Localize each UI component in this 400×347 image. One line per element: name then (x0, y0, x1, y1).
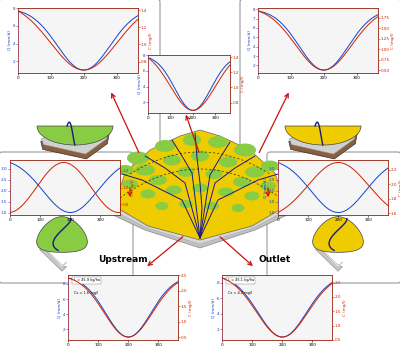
Text: Outlet: Outlet (259, 255, 291, 264)
Ellipse shape (140, 189, 156, 198)
Ellipse shape (191, 151, 209, 161)
Polygon shape (314, 232, 342, 268)
Ellipse shape (233, 177, 251, 187)
Ellipse shape (183, 134, 201, 146)
Polygon shape (41, 130, 109, 159)
Ellipse shape (245, 167, 265, 178)
Ellipse shape (232, 204, 244, 212)
Ellipse shape (244, 192, 260, 201)
Ellipse shape (192, 184, 208, 193)
Polygon shape (38, 232, 66, 268)
Ellipse shape (116, 165, 134, 175)
Y-axis label: C (mg/l): C (mg/l) (343, 299, 347, 316)
FancyBboxPatch shape (0, 0, 160, 170)
Polygon shape (289, 130, 357, 159)
Ellipse shape (135, 164, 155, 176)
Y-axis label: C (mg/l): C (mg/l) (149, 32, 153, 49)
Text: Upstream: Upstream (98, 255, 148, 264)
Y-axis label: C (mg/l): C (mg/l) (399, 179, 400, 196)
Polygon shape (114, 130, 286, 240)
Polygon shape (37, 217, 87, 252)
Ellipse shape (155, 140, 175, 152)
FancyBboxPatch shape (0, 152, 133, 283)
Polygon shape (290, 128, 356, 154)
Y-axis label: Q (mm/d): Q (mm/d) (57, 297, 61, 318)
Polygon shape (110, 193, 290, 248)
Polygon shape (313, 217, 363, 252)
Text: L = 45.9 kg/ha: L = 45.9 kg/ha (74, 278, 100, 282)
Polygon shape (285, 126, 361, 145)
Ellipse shape (166, 186, 182, 195)
Polygon shape (314, 234, 342, 271)
FancyBboxPatch shape (240, 0, 400, 170)
Ellipse shape (163, 154, 181, 166)
Y-axis label: Q (mm/d): Q (mm/d) (263, 178, 267, 197)
Y-axis label: Q (mm/d): Q (mm/d) (137, 74, 141, 94)
Y-axis label: Q (mm/d): Q (mm/d) (211, 297, 215, 318)
Polygon shape (42, 128, 108, 154)
Y-axis label: Q (mm/d): Q (mm/d) (7, 31, 11, 51)
Y-axis label: C (mg/l): C (mg/l) (131, 179, 135, 196)
Ellipse shape (156, 202, 168, 210)
Text: L = 45.1 kg/ha: L = 45.1 kg/ha (228, 278, 254, 282)
Y-axis label: C (mg/l): C (mg/l) (391, 32, 395, 49)
Polygon shape (38, 234, 66, 271)
Ellipse shape (219, 156, 237, 168)
Ellipse shape (208, 136, 228, 148)
Ellipse shape (260, 181, 276, 191)
Ellipse shape (205, 202, 219, 210)
Ellipse shape (127, 152, 149, 164)
Text: Cs = 1.6 mg/l: Cs = 1.6 mg/l (74, 291, 98, 295)
FancyBboxPatch shape (267, 152, 400, 283)
Y-axis label: Q (mm/d): Q (mm/d) (247, 31, 251, 51)
Ellipse shape (206, 169, 222, 179)
Ellipse shape (178, 167, 194, 177)
Y-axis label: C (mg/l): C (mg/l) (241, 76, 245, 92)
Ellipse shape (149, 175, 167, 185)
Ellipse shape (234, 144, 256, 156)
Text: Cs = 4.4 mg/l: Cs = 4.4 mg/l (228, 291, 252, 295)
Polygon shape (37, 126, 113, 145)
Ellipse shape (261, 161, 279, 171)
Ellipse shape (179, 200, 193, 208)
Polygon shape (112, 194, 288, 244)
Y-axis label: C (mg/l): C (mg/l) (189, 299, 193, 316)
Ellipse shape (218, 187, 234, 196)
Ellipse shape (122, 179, 138, 188)
